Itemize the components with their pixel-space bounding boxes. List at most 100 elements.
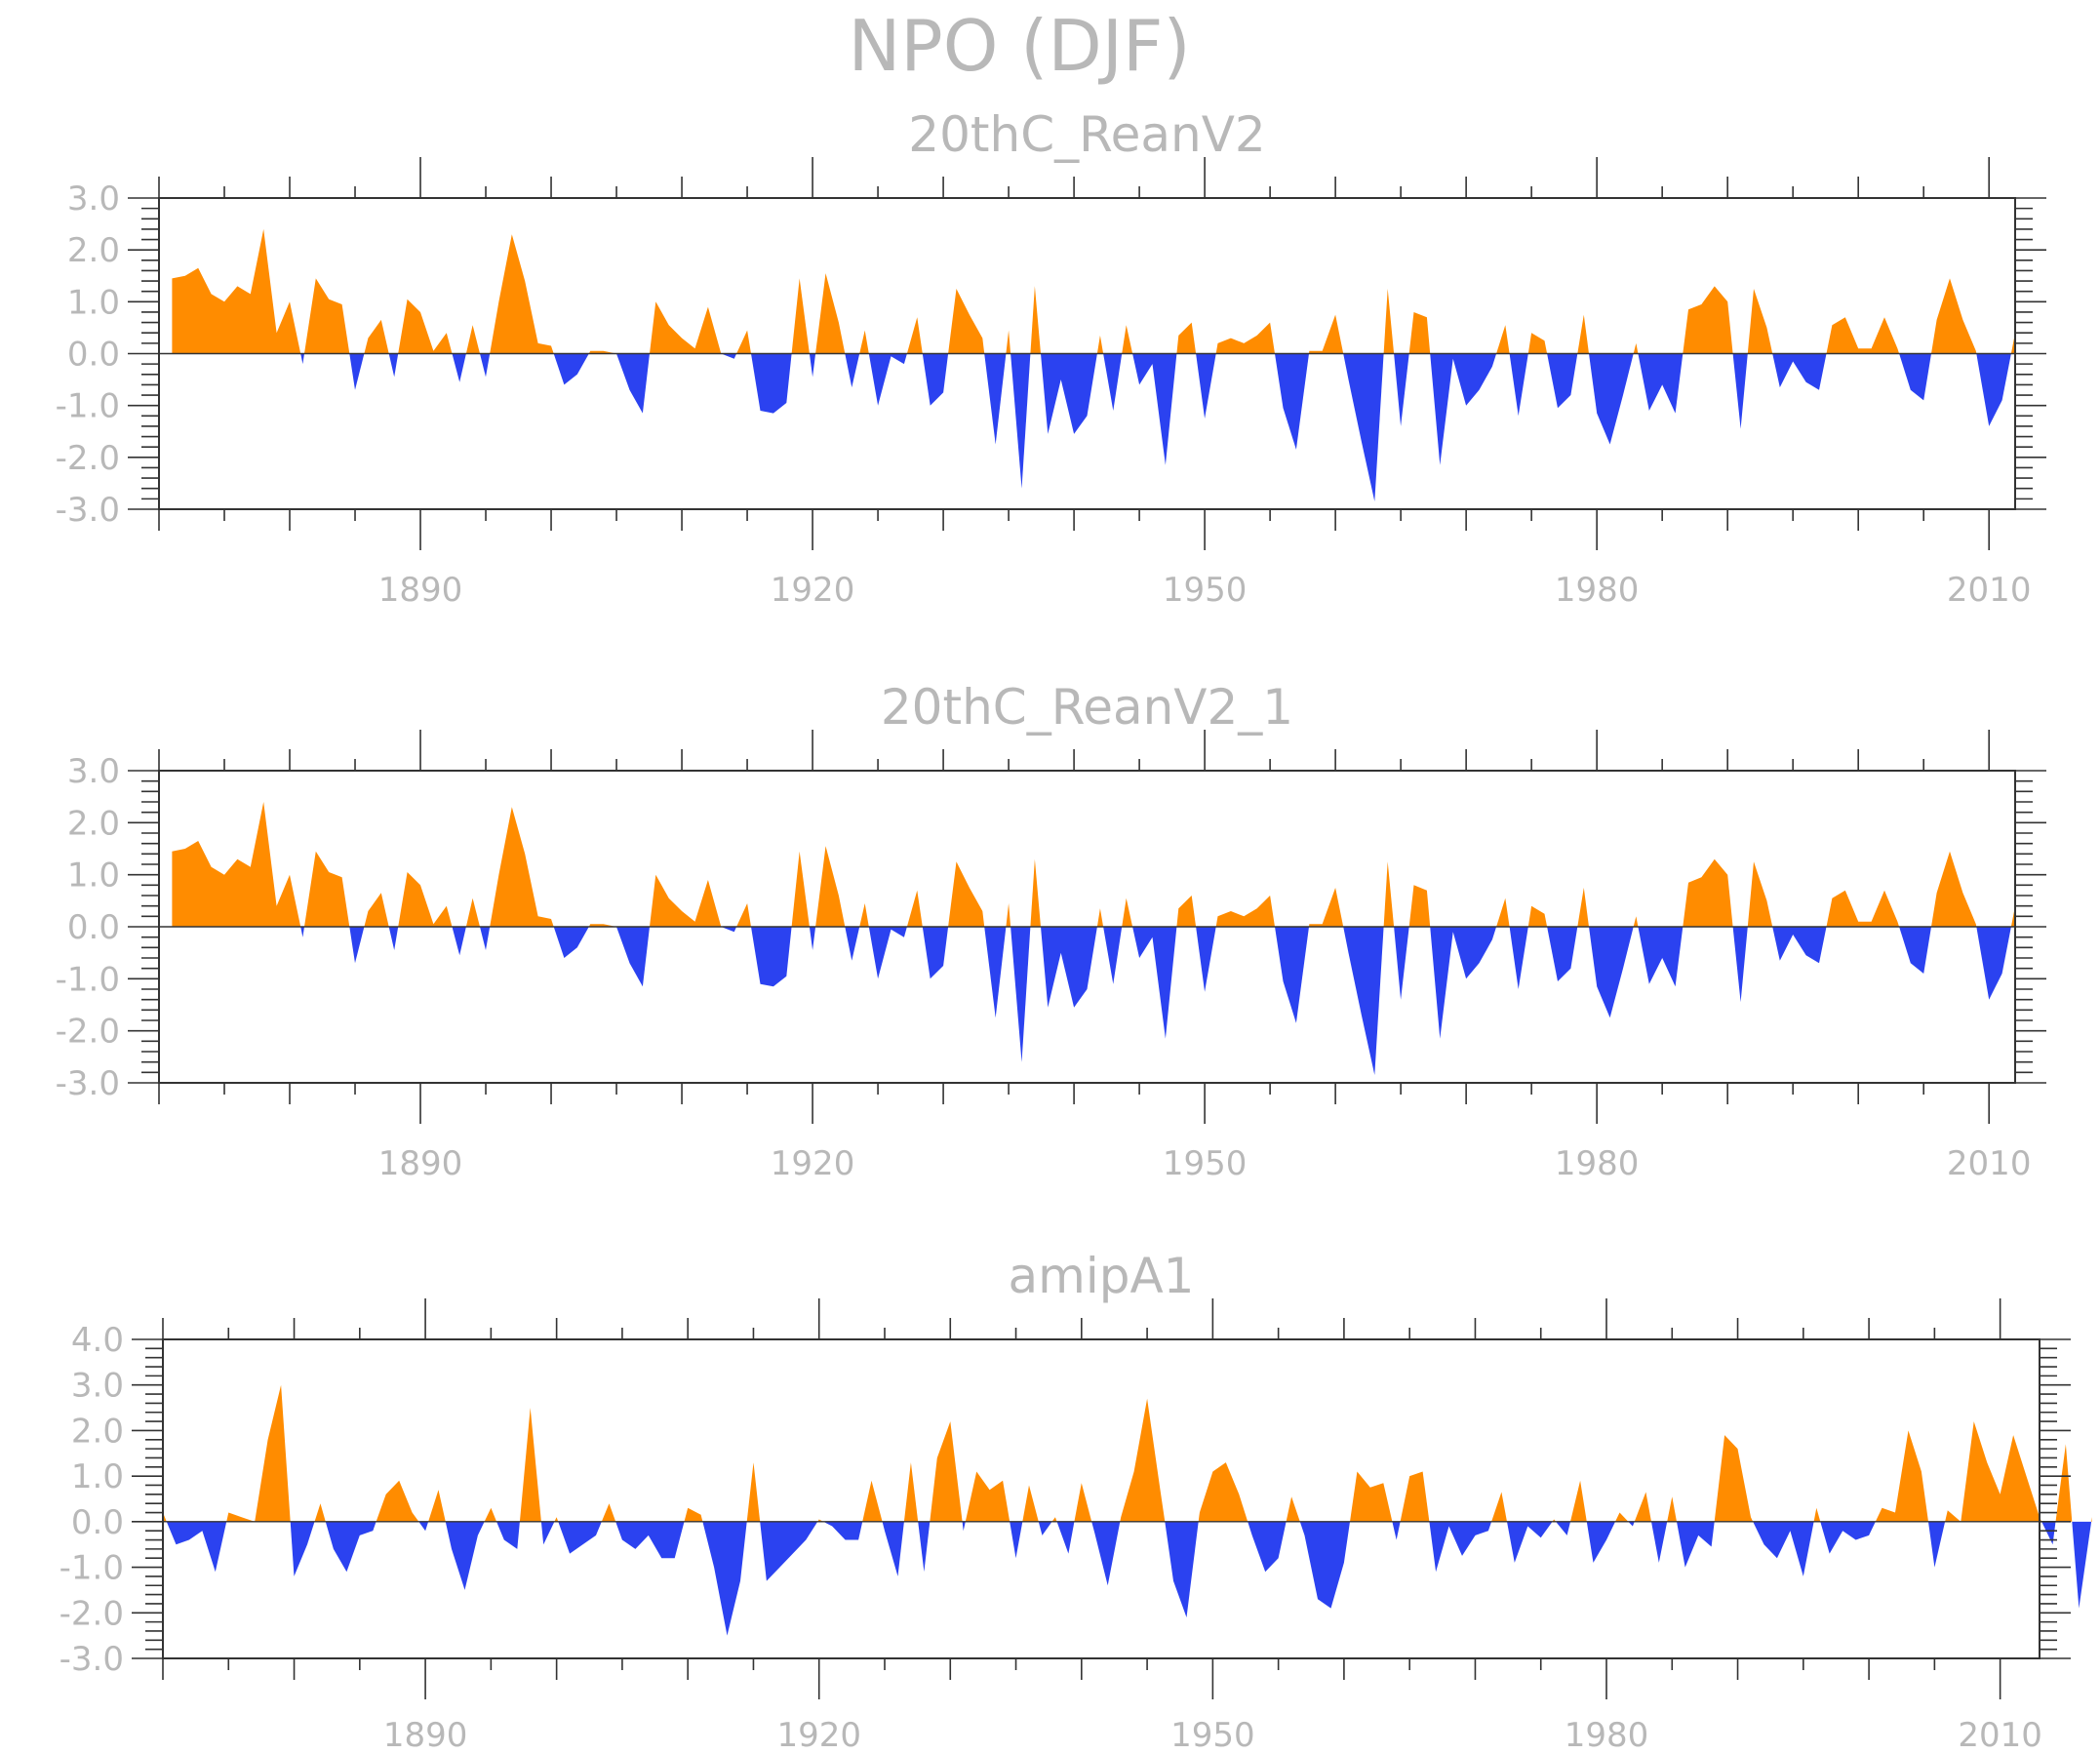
negative-anomaly-area: [1091, 1521, 1121, 1586]
positive-anomaly-area: [1747, 861, 1773, 927]
positive-anomaly-area: [364, 893, 389, 927]
positive-anomaly-area: [930, 1421, 963, 1522]
negative-anomaly-area: [1343, 353, 1384, 501]
negative-anomaly-area: [1103, 927, 1123, 984]
negative-anomaly-area: [1010, 927, 1031, 1062]
y-tick-label: 2.0: [67, 231, 120, 270]
negative-anomaly-area: [845, 927, 860, 961]
negative-anomaly-area: [760, 1521, 818, 1581]
negative-anomaly-area: [300, 353, 304, 365]
positive-anomaly-area: [484, 1507, 497, 1522]
positive-anomaly-area: [1074, 1483, 1092, 1522]
negative-anomaly-area: [922, 353, 949, 406]
positive-anomaly-area: [684, 1507, 703, 1522]
negative-anomaly-area: [1038, 1521, 1052, 1535]
negative-anomaly-area: [1638, 927, 1684, 987]
positive-anomaly-area: [1006, 903, 1011, 927]
x-tick-label: 1890: [378, 1144, 463, 1183]
negative-anomaly-area: [1056, 1521, 1075, 1554]
negative-anomaly-area: [984, 353, 1007, 445]
positive-anomaly-area: [650, 301, 722, 354]
positive-anomaly-area: [1030, 858, 1041, 927]
y-tick-label: -2.0: [59, 1594, 124, 1633]
negative-anomaly-area: [1547, 927, 1578, 981]
negative-anomaly-area: [1041, 927, 1097, 1008]
positive-anomaly-area: [1826, 890, 1900, 927]
positive-anomaly-area: [1408, 312, 1431, 354]
positive-anomaly-area: [746, 1462, 761, 1522]
negative-anomaly-area: [1275, 927, 1309, 1023]
positive-anomaly-area: [1408, 885, 1431, 927]
main-title: NPO (DJF): [848, 5, 1190, 87]
negative-anomaly-area: [1547, 353, 1578, 409]
negative-anomaly-area: [1677, 1521, 1715, 1568]
negative-anomaly-area: [300, 927, 304, 937]
positive-anomaly-area: [601, 1503, 616, 1522]
negative-anomaly-area: [751, 927, 792, 987]
positive-anomaly-area: [903, 1462, 919, 1522]
positive-anomaly-area: [1309, 888, 1344, 927]
y-tick-label: 3.0: [67, 179, 120, 219]
positive-anomaly-area: [736, 330, 751, 354]
negative-anomaly-area: [553, 353, 589, 385]
negative-anomaly-area: [1820, 1521, 1876, 1554]
positive-anomaly-area: [1006, 330, 1011, 354]
y-tick-label: 0.0: [71, 1503, 124, 1542]
x-tick-label: 1980: [1555, 1144, 1640, 1183]
y-tick-label: 2.0: [71, 1412, 124, 1451]
negative-anomaly-area: [445, 1521, 485, 1590]
positive-anomaly-area: [226, 1384, 291, 1522]
negative-anomaly-area: [540, 1521, 555, 1545]
x-tick-label: 1920: [771, 571, 855, 610]
positive-anomaly-area: [815, 846, 846, 927]
positive-anomaly-area: [1496, 897, 1510, 927]
positive-anomaly-area: [1527, 905, 1548, 927]
positive-anomaly-area: [1215, 896, 1275, 927]
y-tick-label: 3.0: [67, 752, 120, 791]
negative-anomaly-area: [558, 1521, 602, 1554]
negative-anomaly-area: [882, 1521, 904, 1576]
negative-anomaly-area: [845, 353, 860, 388]
negative-anomaly-area: [1899, 927, 1931, 974]
y-tick-label: 4.0: [71, 1321, 124, 1360]
positive-anomaly-area: [1096, 908, 1104, 927]
positive-anomaly-area: [1176, 322, 1197, 354]
positive-anomaly-area: [1122, 325, 1133, 354]
x-tick-label: 1920: [776, 1716, 861, 1754]
negative-anomaly-area: [1753, 1521, 1814, 1576]
negative-anomaly-area: [1010, 1521, 1023, 1559]
negative-anomaly-area: [388, 927, 399, 950]
negative-anomaly-area: [1343, 927, 1384, 1075]
positive-anomaly-area: [1286, 1496, 1300, 1522]
positive-anomaly-area: [1931, 278, 1977, 354]
positive-anomaly-area: [859, 903, 869, 927]
y-tick-label: 0.0: [67, 908, 120, 947]
positive-anomaly-area: [465, 325, 480, 354]
negative-anomaly-area: [922, 927, 949, 979]
positive-anomaly-area: [1633, 916, 1639, 927]
negative-anomaly-area: [962, 1521, 966, 1532]
positive-anomaly-area: [1122, 897, 1133, 927]
negative-anomaly-area: [984, 927, 1007, 1018]
panel-title: amipA1: [1009, 1248, 1195, 1304]
positive-anomaly-area: [650, 874, 722, 927]
negative-anomaly-area: [1430, 927, 1497, 1039]
x-tick-label: 1920: [771, 1144, 855, 1183]
x-tick-label: 1950: [1163, 571, 1248, 610]
panel-title: 20thC_ReanV2: [908, 106, 1265, 163]
y-tick-label: -2.0: [56, 1013, 120, 1052]
negative-anomaly-area: [1507, 1521, 1553, 1563]
y-tick-label: -1.0: [59, 1549, 124, 1588]
positive-anomaly-area: [859, 330, 869, 354]
negative-anomaly-area: [1196, 353, 1216, 419]
y-tick-label: 1.0: [71, 1457, 124, 1496]
negative-anomaly-area: [1589, 927, 1634, 1018]
y-tick-label: -3.0: [59, 1640, 124, 1679]
panel-20thc-reanv2: 20thC_ReanV2 3.0 2.0 1.0 0.0 -1.0 -2.0 -3.0 1890…: [56, 106, 2046, 610]
y-tick-label: 3.0: [71, 1367, 124, 1406]
negative-anomaly-area: [1509, 353, 1528, 417]
positive-anomaly-area: [1198, 1462, 1248, 1522]
positive-anomaly-area: [1496, 325, 1510, 354]
negative-anomaly-area: [868, 927, 907, 979]
negative-anomaly-area: [1041, 353, 1097, 434]
